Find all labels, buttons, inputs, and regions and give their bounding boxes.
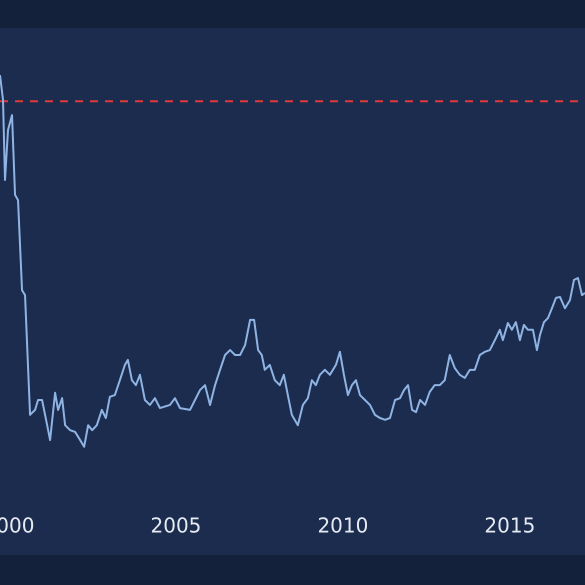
plot-panel bbox=[0, 28, 585, 555]
x-tick-label: 2000 bbox=[0, 514, 34, 538]
x-tick-label: 2010 bbox=[317, 514, 368, 538]
x-tick-label: 2015 bbox=[484, 514, 535, 538]
data-line bbox=[0, 74, 585, 448]
x-tick-label: 2005 bbox=[151, 514, 202, 538]
